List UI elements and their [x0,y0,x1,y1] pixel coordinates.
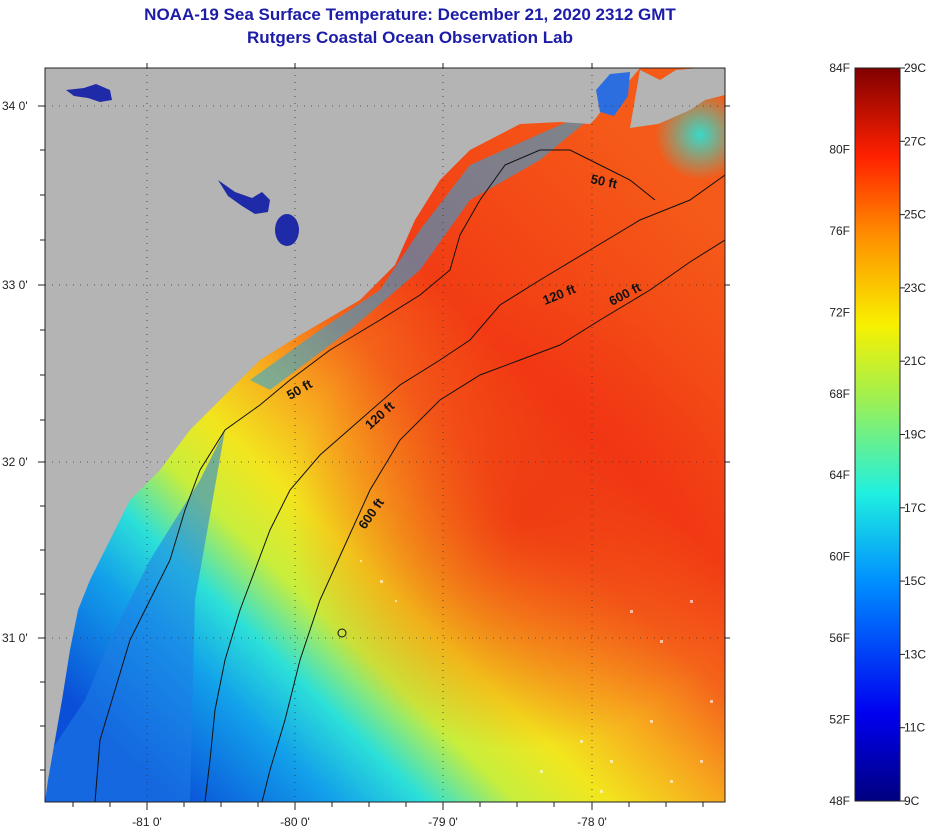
colorbar-label-c: 19C [904,428,926,442]
lat-label-32: 32 0' [2,455,28,469]
colorbar-label-f: 80F [829,142,850,156]
lon-label-80: -80 0' [280,815,310,829]
colorbar-label-f: 48F [829,794,850,808]
colorbar-label-c: 25C [904,208,926,222]
lat-label-33: 33 0' [2,278,28,292]
contour-label-50ft-north: 50 ft [589,171,619,191]
bathy-circle [337,628,347,638]
colorbar-label-c: 9C [904,794,920,808]
axis-ticks [38,63,730,810]
lon-label-81: -81 0' [132,815,162,829]
contour-120ft [204,174,725,802]
colorbar-label-f: 76F [829,224,850,238]
lake-moultrie [275,214,299,246]
colorbar-label-f: 84F [829,61,850,75]
colorbar-label-c: 29C [904,61,926,75]
sound-water [596,72,630,116]
map-frame [44,67,726,803]
colorbar-label-c: 21C [904,354,926,368]
map-subtitle: Rutgers Coastal Ocean Observation Lab [247,28,573,47]
colorbar-label-c: 17C [904,501,926,515]
map-title: NOAA-19 Sea Surface Temperature: Decembe… [144,5,676,24]
cloud-speckle [360,560,713,793]
colorbar-label-c: 27C [904,134,926,148]
lon-label-78: -78 0' [577,815,607,829]
colorbar-label-f: 68F [829,387,850,401]
reservoir [66,84,112,102]
colorbar-scale [854,67,901,802]
lake-marion [218,180,270,214]
lat-label-34: 34 0' [2,99,28,113]
contour-50ft [94,149,656,802]
colorbar-label-f: 64F [829,468,850,482]
land [45,68,640,802]
colorbar-label-c: 23C [904,281,926,295]
colorbar-label-c: 15C [904,574,926,588]
colorbar-label-f: 52F [829,713,850,727]
colorbar-label-f: 60F [829,550,850,564]
colorbar-label-c: 13C [904,647,926,661]
lon-label-79: -79 0' [428,815,458,829]
coastal-cool-band [45,430,225,802]
outer-banks [630,68,725,128]
coastal-cool-band-north [250,110,600,390]
contour-600ft [261,239,725,802]
colorbar-label-f: 56F [829,631,850,645]
colorbar-label-c: 11C [904,721,925,735]
colorbar-label-f: 72F [829,305,850,319]
lat-label-31: 31 0' [2,631,28,645]
